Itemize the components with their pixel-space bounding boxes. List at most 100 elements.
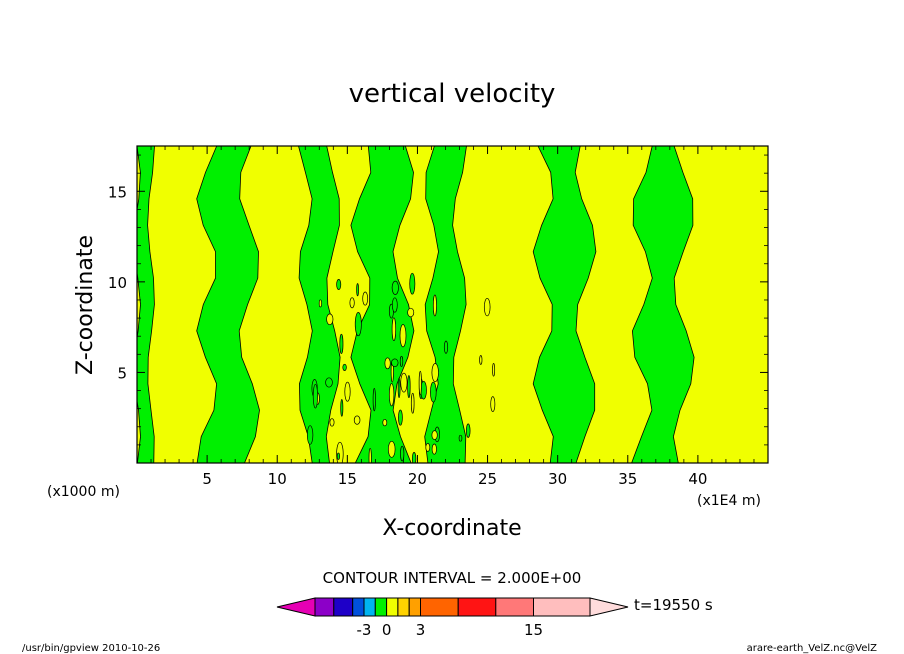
- contour-blob: [443, 340, 449, 354]
- contour-blob: [391, 280, 399, 295]
- contour-blob: [391, 358, 399, 368]
- x-axis: 5 10 15 20 25 30 35 40: [150, 146, 755, 488]
- x-axis-title: X-coordinate: [382, 516, 521, 541]
- contour-blob: [431, 443, 437, 455]
- contour-blob: [465, 423, 471, 438]
- contour-blob: [410, 392, 415, 414]
- colorbar-segment: [333, 597, 354, 617]
- contour-blob: [388, 383, 395, 407]
- contour-blob: [490, 396, 496, 412]
- contour-blob: [349, 297, 355, 309]
- x-unit-label: (x1000 m): [47, 484, 120, 500]
- contour-blob: [483, 297, 491, 317]
- contour-blob: [318, 299, 322, 308]
- colorbar-segment: [408, 597, 422, 617]
- contour-blob: [425, 443, 431, 452]
- x-tick-label: 15: [338, 470, 357, 488]
- contour-blob: [418, 370, 422, 396]
- contour-blob: [353, 415, 361, 425]
- x-tick-label: 35: [618, 470, 637, 488]
- colorbar-tick-label: 3: [416, 621, 426, 639]
- plot-area: [137, 146, 768, 463]
- contour-blob: [329, 418, 335, 427]
- chart-title: vertical velocity: [349, 79, 556, 109]
- contour-blob: [400, 372, 408, 393]
- contour-blob: [306, 425, 314, 445]
- contour-blob: [492, 362, 496, 377]
- contour-blob: [407, 307, 415, 318]
- contour-blob: [339, 333, 344, 354]
- colorbar-segment: [495, 597, 534, 617]
- field-band: [424, 146, 467, 463]
- contour-blob: [400, 445, 405, 462]
- field-band: [350, 146, 415, 463]
- colorbar-segment: [533, 597, 591, 617]
- contour-blob: [398, 409, 403, 426]
- contour-blob: [431, 430, 438, 440]
- contour-interval-label: CONTOUR INTERVAL = 2.000E+00: [323, 569, 582, 587]
- y-axis: 5 10 15: [108, 154, 768, 446]
- x-tick-label: 25: [478, 470, 497, 488]
- contour-blob: [312, 383, 318, 409]
- y-tick-label: 5: [117, 364, 127, 382]
- colorbar-segment: [352, 597, 365, 617]
- x-scale-label: (x1E4 m): [697, 493, 761, 509]
- contour-blob: [399, 324, 407, 348]
- colorbar-segment: [363, 597, 376, 617]
- field-blobs: [306, 272, 496, 463]
- field-band: [196, 146, 260, 463]
- contour-blob: [409, 272, 416, 295]
- contour-blob: [372, 387, 376, 412]
- contour-blob: [356, 283, 359, 297]
- contour-blob: [336, 279, 342, 290]
- colorbar-left-arrow: [276, 597, 316, 617]
- contour-blob: [340, 399, 344, 417]
- colorbar-segment: [420, 597, 459, 617]
- colorbar-segment: [386, 597, 399, 617]
- contour-blob: [384, 357, 391, 370]
- contour-blob: [387, 440, 396, 458]
- colorbar-segment: [314, 597, 335, 617]
- colorbar-tick-label: 0: [382, 621, 392, 639]
- contour-blob: [397, 377, 401, 399]
- contour-blob: [342, 363, 347, 371]
- colorbar: -3 0 3 15: [276, 597, 629, 639]
- contour-blob: [354, 312, 362, 337]
- colorbar-segment: [397, 597, 410, 617]
- contour-blob: [430, 381, 437, 403]
- colorbar-tick-label: -3: [357, 621, 372, 639]
- y-tick-label: 15: [108, 183, 127, 201]
- contour-blob: [479, 355, 483, 365]
- contour-blob: [411, 452, 417, 463]
- x-tick-label: 30: [548, 470, 567, 488]
- plot-frame: [136, 145, 769, 464]
- x-tick-label: 20: [408, 470, 427, 488]
- contour-blob: [458, 434, 463, 442]
- colorbar-tick-label: 15: [524, 621, 543, 639]
- contour-blob: [336, 452, 340, 460]
- contour-blob: [368, 447, 372, 463]
- y-axis-title: Z-coordinate: [73, 235, 98, 375]
- x-tick-label: 10: [268, 470, 287, 488]
- colorbar-segment: [374, 597, 388, 617]
- contour-blob: [432, 294, 437, 317]
- colorbar-segment: [457, 597, 497, 617]
- footer-left: /usr/bin/gpview 2010-10-26: [22, 643, 160, 654]
- contour-blob: [391, 317, 397, 341]
- y-tick-label: 10: [108, 274, 127, 292]
- x-tick-label: 40: [688, 470, 707, 488]
- x-tick-label: 5: [202, 470, 212, 488]
- contour-blob: [382, 418, 388, 427]
- field-band: [137, 146, 155, 463]
- field-bands: [137, 146, 695, 463]
- footer-right: arare-earth_VelZ.nc@VelZ: [747, 643, 878, 654]
- contour-blob: [399, 355, 404, 367]
- contour-blob: [431, 363, 439, 383]
- contour-blob: [407, 375, 411, 399]
- contour-blob: [326, 313, 334, 326]
- contour-blob: [362, 291, 369, 306]
- field-band: [631, 146, 695, 463]
- contour-blob: [344, 381, 351, 402]
- colorbar-right-arrow: [589, 597, 629, 617]
